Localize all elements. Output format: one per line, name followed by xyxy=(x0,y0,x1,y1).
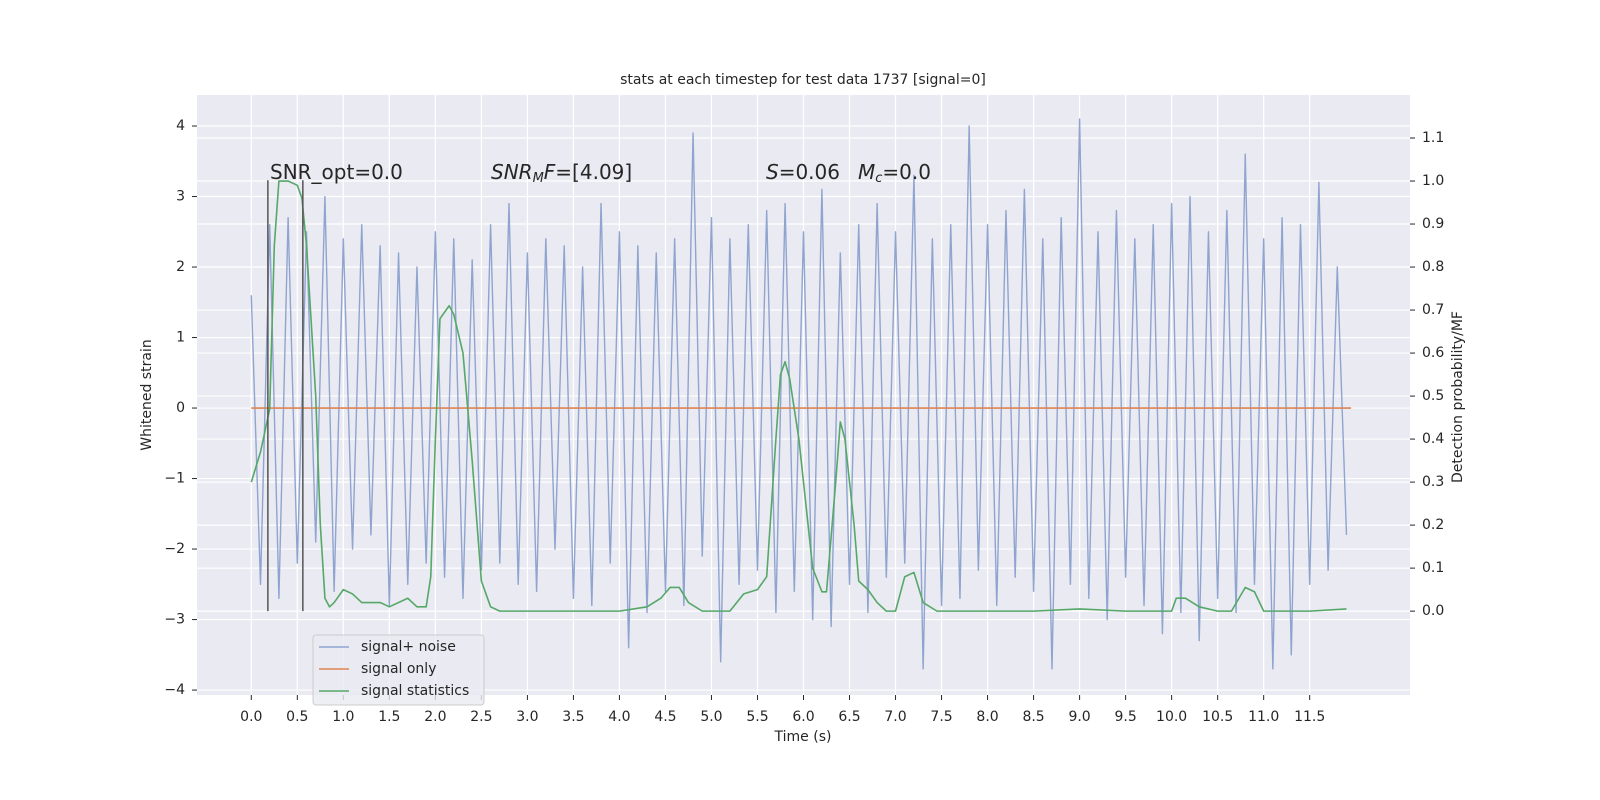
x-tick-label: 3.0 xyxy=(516,709,538,725)
annotation: SNRMF=[4.09] xyxy=(491,160,632,186)
series-line xyxy=(250,180,1347,612)
y-tick-label: 4 xyxy=(176,118,185,134)
annotation-part: S xyxy=(766,160,779,184)
x-tick-label: 1.5 xyxy=(378,709,400,725)
y2-tick-label: 0.7 xyxy=(1422,302,1444,318)
y2-tick-label: 1.1 xyxy=(1422,130,1444,146)
y2-tick-label: 0.2 xyxy=(1422,517,1444,533)
y-tick-label: −1 xyxy=(164,471,185,487)
annotation-part: c xyxy=(875,171,882,186)
x-tick-label: 8.5 xyxy=(1022,709,1044,725)
x-tick-label: 2.5 xyxy=(470,709,492,725)
y-tick-label: 2 xyxy=(176,259,185,275)
chart-title: stats at each timestep for test data 173… xyxy=(620,72,986,88)
y2-tick-label: 0.5 xyxy=(1422,388,1444,404)
annotation-part: =0.06 xyxy=(779,160,840,184)
annotation: Mc=0.0 xyxy=(858,160,931,186)
annotation-part: M xyxy=(858,160,875,184)
annotation-part: M xyxy=(533,171,544,186)
x-tick-label: 11.0 xyxy=(1248,709,1279,725)
legend-box xyxy=(312,634,485,706)
legend-label: signal statistics xyxy=(361,683,469,699)
y2-tick-label: 0.6 xyxy=(1422,345,1444,361)
series-line xyxy=(250,118,1348,670)
y2-axis-label: Detection probability/MF xyxy=(1450,311,1466,483)
x-tick-label: 5.0 xyxy=(700,709,722,725)
x-tick-label: 0.5 xyxy=(286,709,308,725)
x-tick-label: 9.0 xyxy=(1068,709,1090,725)
x-tick-label: 10.0 xyxy=(1156,709,1187,725)
legend-label: signal+ noise xyxy=(361,639,456,655)
annotation-part: F xyxy=(544,160,556,184)
annotation: SNR_opt=0.0 xyxy=(270,160,403,184)
y-tick-label: −3 xyxy=(164,612,185,628)
annotation-part: SNR_opt=0.0 xyxy=(270,160,403,184)
y2-tick-label: 0.8 xyxy=(1422,259,1444,275)
y-tick-label: −4 xyxy=(164,682,185,698)
y2-tick-label: 0.0 xyxy=(1422,603,1444,619)
x-tick-label: 7.0 xyxy=(884,709,906,725)
y2-tick-label: 0.4 xyxy=(1422,431,1444,447)
x-tick-label: 6.0 xyxy=(792,709,814,725)
x-tick-label: 6.5 xyxy=(838,709,860,725)
annotation: S=0.06 xyxy=(766,160,840,184)
x-tick-label: 1.0 xyxy=(332,709,354,725)
y2-tick-label: 0.3 xyxy=(1422,474,1444,490)
x-tick-label: 8.0 xyxy=(976,709,998,725)
annotation-part: =0.0 xyxy=(882,160,931,184)
y2-tick-label: 0.9 xyxy=(1422,216,1444,232)
x-tick-label: 7.5 xyxy=(930,709,952,725)
x-tick-label: 4.5 xyxy=(654,709,676,725)
x-tick-label: 11.5 xyxy=(1294,709,1325,725)
x-tick-label: 10.5 xyxy=(1202,709,1233,725)
legend-label: signal only xyxy=(361,661,436,677)
x-tick-label: 5.5 xyxy=(746,709,768,725)
x-axis-label: Time (s) xyxy=(774,729,832,745)
annotation-part: SNR xyxy=(491,160,533,184)
x-tick-label: 3.5 xyxy=(562,709,584,725)
x-tick-label: 2.0 xyxy=(424,709,446,725)
x-tick-label: 0.0 xyxy=(240,709,262,725)
y2-tick-label: 1.0 xyxy=(1422,173,1444,189)
y-tick-label: −2 xyxy=(164,541,185,557)
y-tick-label: 1 xyxy=(176,330,185,346)
y-tick-label: 0 xyxy=(176,400,185,416)
x-tick-label: 4.0 xyxy=(608,709,630,725)
annotation-part: =[4.09] xyxy=(555,160,632,184)
x-tick-label: 9.5 xyxy=(1114,709,1136,725)
y-tick-label: 3 xyxy=(176,189,185,205)
y-axis-label: Whitened strain xyxy=(139,339,155,450)
y2-tick-label: 0.1 xyxy=(1422,560,1444,576)
